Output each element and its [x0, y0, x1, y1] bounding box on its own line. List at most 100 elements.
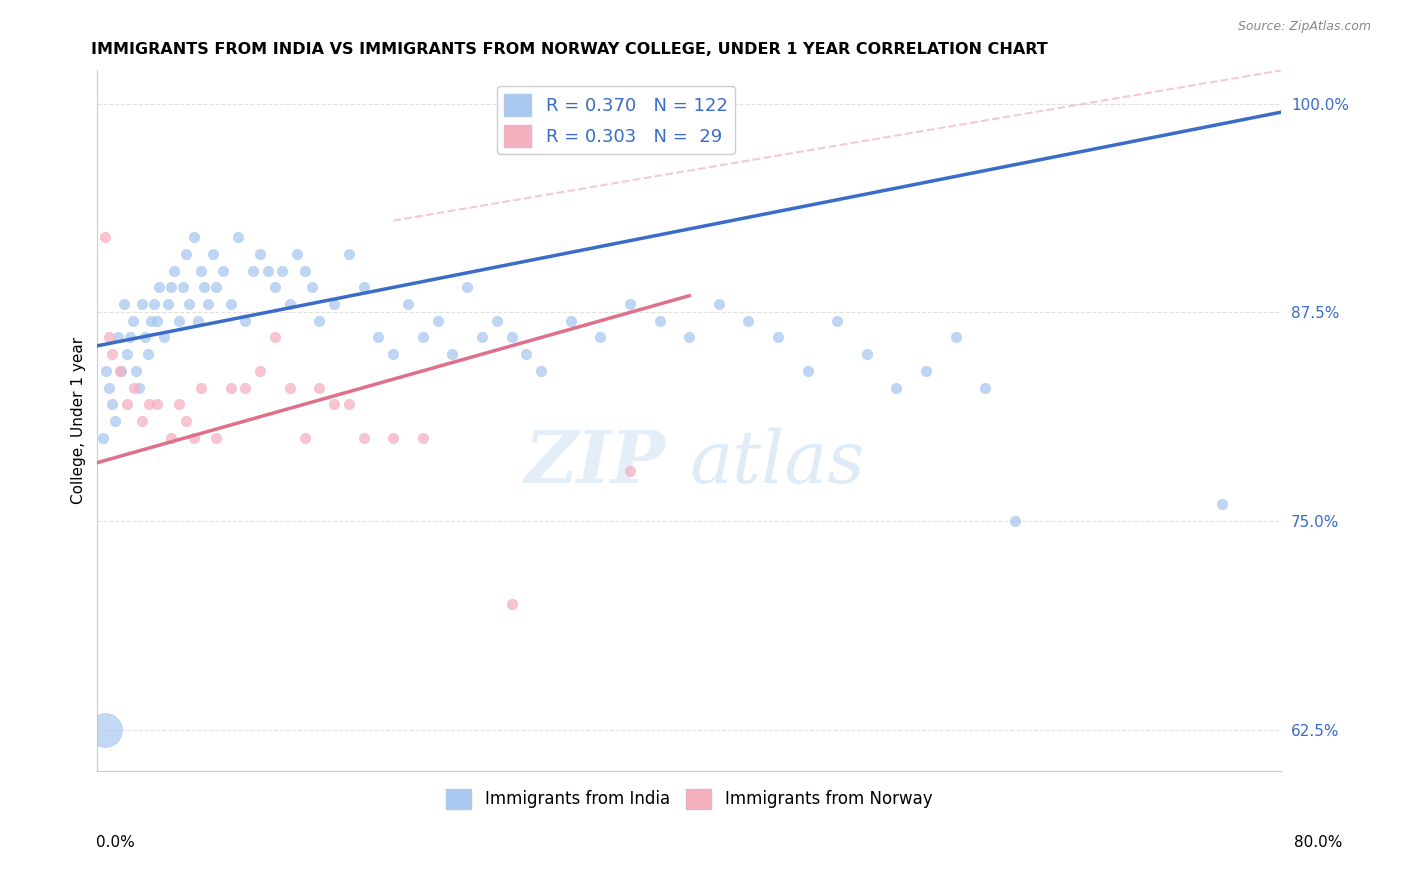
- Point: [264, 280, 287, 294]
- Text: 80.0%: 80.0%: [1295, 836, 1343, 850]
- Text: IMMIGRANTS FROM INDIA VS IMMIGRANTS FROM NORWAY COLLEGE, UNDER 1 YEAR CORRELATIO: IMMIGRANTS FROM INDIA VS IMMIGRANTS FROM…: [91, 42, 1049, 57]
- Point: [855, 347, 877, 361]
- Point: [294, 431, 316, 445]
- Point: [101, 347, 124, 361]
- Point: [138, 397, 160, 411]
- Point: [134, 330, 156, 344]
- Point: [157, 297, 180, 311]
- Point: [796, 364, 818, 378]
- Point: [177, 297, 200, 311]
- Point: [353, 431, 375, 445]
- Point: [197, 297, 219, 311]
- Point: [193, 280, 215, 294]
- Point: [94, 723, 117, 737]
- Y-axis label: College, Under 1 year: College, Under 1 year: [72, 337, 86, 505]
- Point: [187, 314, 209, 328]
- Point: [91, 431, 114, 445]
- Point: [619, 464, 641, 478]
- Point: [886, 380, 908, 394]
- Point: [101, 397, 124, 411]
- Point: [308, 314, 330, 328]
- Point: [233, 314, 256, 328]
- Point: [163, 263, 186, 277]
- Point: [707, 297, 730, 311]
- Point: [264, 330, 287, 344]
- Point: [174, 247, 197, 261]
- Point: [285, 247, 308, 261]
- Point: [515, 347, 537, 361]
- Point: [98, 380, 121, 394]
- Point: [501, 598, 523, 612]
- Point: [619, 297, 641, 311]
- Point: [167, 397, 190, 411]
- Point: [308, 380, 330, 394]
- Point: [98, 330, 121, 344]
- Point: [278, 380, 301, 394]
- Point: [301, 280, 323, 294]
- Point: [118, 330, 141, 344]
- Text: ZIP: ZIP: [524, 427, 665, 499]
- Point: [190, 380, 212, 394]
- Point: [212, 263, 235, 277]
- Point: [139, 314, 162, 328]
- Point: [172, 280, 194, 294]
- Point: [142, 297, 165, 311]
- Point: [108, 364, 131, 378]
- Point: [945, 330, 967, 344]
- Point: [115, 347, 138, 361]
- Point: [174, 414, 197, 428]
- Point: [294, 263, 316, 277]
- Point: [131, 297, 153, 311]
- Point: [456, 280, 478, 294]
- Text: atlas: atlas: [689, 427, 865, 499]
- Point: [160, 431, 183, 445]
- Point: [183, 230, 205, 244]
- Point: [1211, 497, 1233, 511]
- Point: [1004, 514, 1026, 528]
- Text: Source: ZipAtlas.com: Source: ZipAtlas.com: [1237, 20, 1371, 33]
- Legend: Immigrants from India, Immigrants from Norway: Immigrants from India, Immigrants from N…: [440, 782, 939, 815]
- Point: [167, 314, 190, 328]
- Point: [96, 364, 118, 378]
- Point: [915, 364, 938, 378]
- Point: [128, 380, 150, 394]
- Point: [323, 397, 346, 411]
- Point: [204, 280, 226, 294]
- Point: [145, 314, 167, 328]
- Point: [367, 330, 389, 344]
- Point: [560, 314, 582, 328]
- Point: [121, 314, 143, 328]
- Point: [337, 247, 360, 261]
- Point: [124, 380, 146, 394]
- Point: [148, 280, 170, 294]
- Point: [242, 263, 264, 277]
- Point: [737, 314, 759, 328]
- Point: [145, 397, 167, 411]
- Point: [190, 263, 212, 277]
- Point: [974, 380, 997, 394]
- Point: [278, 297, 301, 311]
- Point: [160, 280, 183, 294]
- Point: [485, 314, 508, 328]
- Point: [382, 347, 405, 361]
- Point: [256, 263, 278, 277]
- Point: [426, 314, 449, 328]
- Point: [226, 230, 249, 244]
- Point: [183, 431, 205, 445]
- Point: [249, 247, 271, 261]
- Point: [110, 364, 132, 378]
- Point: [353, 280, 375, 294]
- Point: [396, 297, 419, 311]
- Point: [153, 330, 176, 344]
- Text: 0.0%: 0.0%: [96, 836, 135, 850]
- Point: [107, 330, 129, 344]
- Point: [501, 330, 523, 344]
- Point: [233, 380, 256, 394]
- Point: [471, 330, 494, 344]
- Point: [131, 414, 153, 428]
- Point: [648, 314, 671, 328]
- Point: [589, 330, 612, 344]
- Point: [412, 431, 434, 445]
- Point: [219, 297, 242, 311]
- Point: [530, 364, 553, 378]
